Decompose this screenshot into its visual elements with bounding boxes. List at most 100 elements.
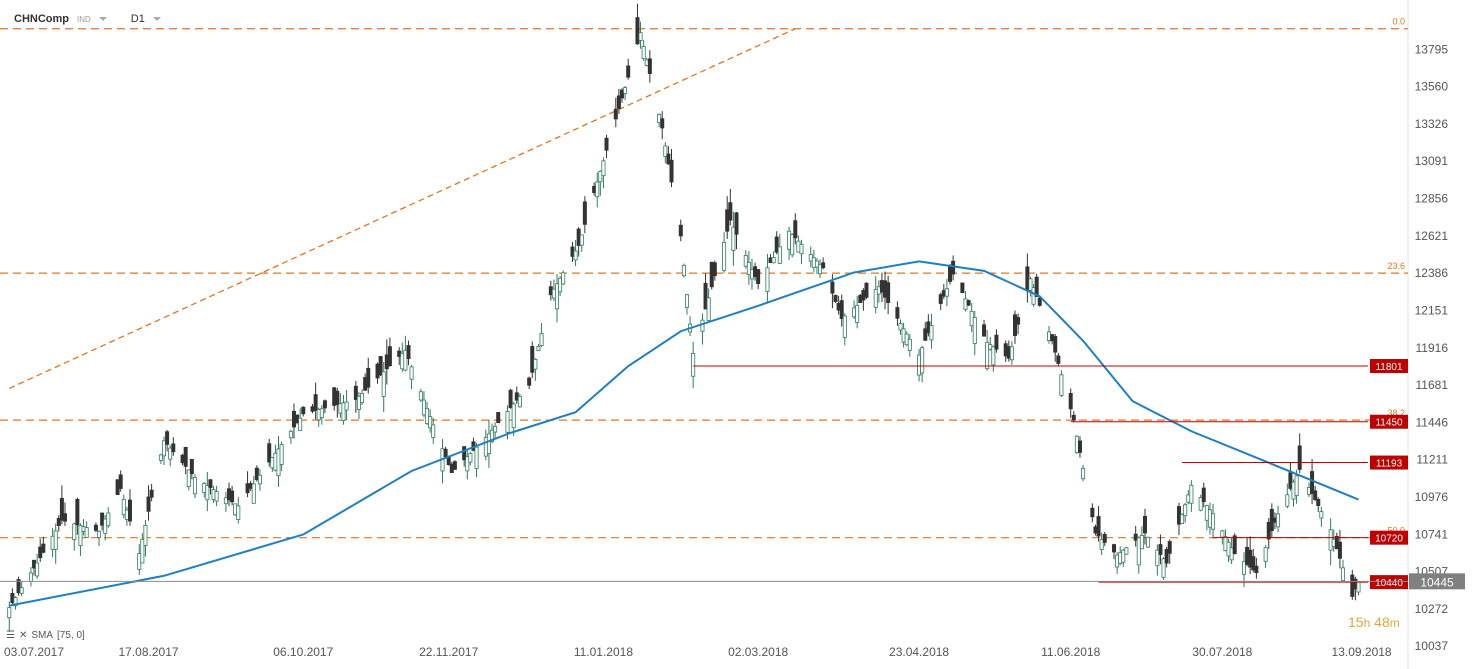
symbol-label[interactable]: CHNComp bbox=[14, 13, 69, 25]
indicator-name[interactable]: SMA bbox=[31, 630, 54, 641]
candle-body bbox=[168, 447, 173, 460]
candle-body bbox=[406, 345, 411, 359]
candle-body bbox=[118, 474, 123, 489]
candle-body bbox=[236, 505, 241, 520]
candle-body bbox=[1276, 513, 1281, 528]
candle-body bbox=[1254, 565, 1259, 574]
timer-hours-unit: h bbox=[1363, 616, 1371, 630]
candle-body bbox=[1037, 297, 1042, 306]
y-tick-label: 13091 bbox=[1415, 154, 1449, 168]
candle-body bbox=[616, 95, 621, 109]
candle-body bbox=[360, 392, 365, 403]
candle-body bbox=[298, 417, 303, 432]
candle-body bbox=[62, 513, 67, 522]
candle-body bbox=[539, 333, 544, 346]
candle-body bbox=[158, 454, 163, 461]
candle-body bbox=[734, 212, 739, 235]
indicator-list-icon[interactable]: ☰ bbox=[6, 630, 15, 641]
timeframe-label[interactable]: D1 bbox=[130, 13, 145, 25]
y-tick-label: 12151 bbox=[1415, 303, 1449, 317]
candle-body bbox=[403, 349, 408, 371]
candle-body bbox=[626, 65, 631, 78]
candle-body bbox=[508, 389, 513, 409]
indicator-params: [75, 0] bbox=[57, 630, 85, 641]
candle-body bbox=[1356, 580, 1361, 593]
candle-body bbox=[335, 390, 340, 405]
symbol-dropdown-icon[interactable] bbox=[98, 17, 107, 21]
candle-body bbox=[1232, 535, 1237, 554]
candle-body bbox=[982, 324, 987, 337]
candle-body bbox=[1016, 317, 1021, 325]
candle-body bbox=[208, 479, 213, 488]
candle-body bbox=[864, 282, 869, 298]
candle-body bbox=[1136, 537, 1141, 566]
level-label-bg bbox=[1370, 455, 1408, 470]
x-tick-label: 03.07.2017 bbox=[4, 645, 64, 659]
candle-body bbox=[1028, 278, 1033, 291]
candle-body bbox=[496, 412, 501, 424]
candle-body bbox=[186, 469, 191, 487]
candle-body bbox=[59, 498, 64, 521]
candle-body bbox=[895, 307, 900, 319]
y-tick-label: 12856 bbox=[1415, 191, 1449, 205]
candle-body bbox=[428, 416, 433, 429]
candle-body bbox=[886, 282, 891, 303]
level-label-bg bbox=[1370, 359, 1408, 374]
candle-body bbox=[1146, 536, 1151, 548]
candle-body bbox=[1285, 494, 1290, 507]
candle-body bbox=[511, 403, 516, 429]
current-price-label: 10445 bbox=[1420, 575, 1454, 589]
candle-body bbox=[1124, 547, 1129, 555]
candle-body bbox=[490, 429, 495, 443]
candle-body bbox=[1241, 561, 1246, 575]
candle-body bbox=[1220, 530, 1225, 538]
candle-body bbox=[1341, 567, 1346, 581]
candle-body bbox=[558, 277, 563, 293]
candle-body bbox=[1198, 497, 1203, 511]
candle-body bbox=[972, 317, 977, 344]
candle-body bbox=[19, 587, 24, 594]
candle-body bbox=[162, 440, 167, 457]
candle-body bbox=[604, 137, 609, 151]
candle-body bbox=[684, 294, 689, 308]
candle-body bbox=[230, 490, 235, 503]
candle-body bbox=[322, 400, 327, 409]
candle-body bbox=[1189, 484, 1194, 504]
candle-body bbox=[619, 89, 624, 99]
candle-body bbox=[425, 407, 430, 425]
timeframe-dropdown-icon[interactable] bbox=[152, 17, 161, 21]
y-tick-label: 10272 bbox=[1415, 602, 1449, 616]
candle-body bbox=[1183, 504, 1188, 517]
y-tick-label: 13795 bbox=[1415, 42, 1449, 56]
candle-body bbox=[799, 244, 804, 255]
candle-body bbox=[743, 254, 748, 267]
candle-body bbox=[319, 408, 324, 418]
candle-body bbox=[818, 263, 823, 275]
level-label: 10720 bbox=[1375, 534, 1403, 545]
candle-body bbox=[344, 401, 349, 411]
candle-body bbox=[288, 430, 293, 439]
candle-body bbox=[1077, 440, 1082, 453]
x-tick-label: 23.04.2018 bbox=[889, 645, 949, 659]
level-label-bg bbox=[1370, 530, 1408, 545]
candle-body bbox=[1081, 468, 1086, 480]
level-label-bg bbox=[1370, 575, 1408, 590]
candle-body bbox=[146, 496, 151, 512]
fib-level-label: 0.0 bbox=[1392, 17, 1405, 27]
candle-body bbox=[1316, 498, 1321, 506]
candle-body bbox=[638, 32, 643, 41]
candle-body bbox=[1288, 472, 1293, 489]
remove-indicator-icon[interactable]: ✕ bbox=[18, 630, 28, 641]
candle-body bbox=[431, 424, 436, 438]
candle-body bbox=[1068, 393, 1073, 410]
candle-body bbox=[140, 539, 145, 564]
candle-body bbox=[223, 497, 228, 505]
y-tick-label: 12621 bbox=[1415, 229, 1449, 243]
candle-body bbox=[381, 371, 386, 397]
candle-body bbox=[183, 446, 188, 467]
timer-minutes: 48 bbox=[1374, 614, 1390, 630]
candle-body bbox=[678, 224, 683, 237]
candle-body bbox=[790, 234, 795, 256]
timer-minutes-unit: m bbox=[1389, 616, 1400, 630]
